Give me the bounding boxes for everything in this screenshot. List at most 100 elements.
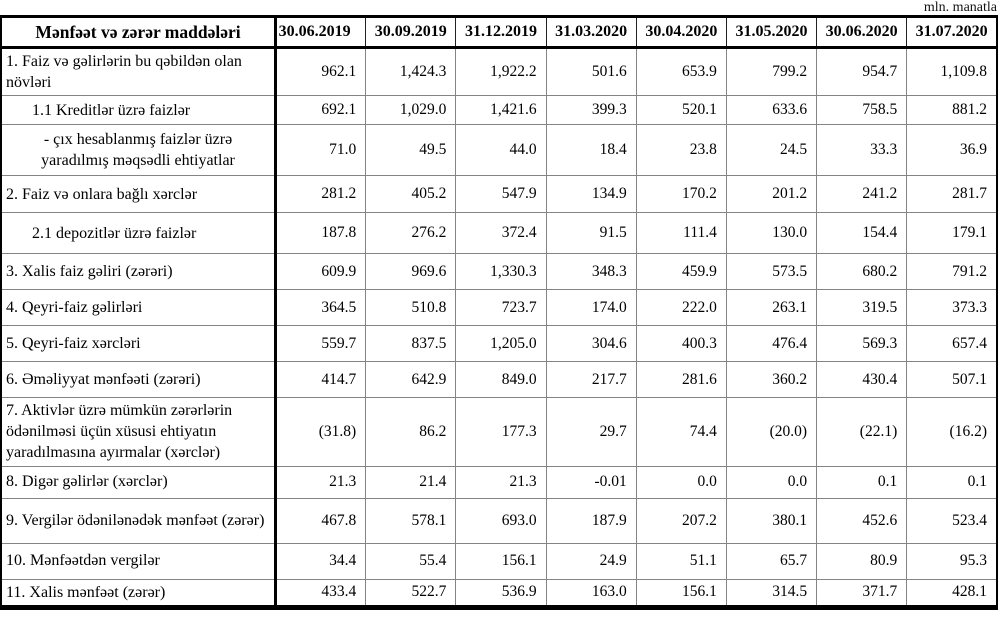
value-cell: -0.01 (545, 465, 637, 499)
value-cell: 547.9 (455, 175, 547, 214)
date-column-header: 30.06.2019 (275, 15, 367, 49)
date-label: 31.12.2019 (464, 23, 537, 40)
value-cell: 281.2 (275, 175, 367, 214)
value-cell: 33.3 (816, 124, 908, 177)
value-cell: 156.1 (635, 578, 727, 608)
value-cell: 520.1 (635, 95, 727, 126)
value-cell: 44.0 (455, 124, 547, 177)
value-cell: 111.4 (635, 212, 727, 255)
value-cell: 559.7 (275, 325, 367, 363)
value-cell: 86.2 (365, 397, 457, 467)
value-cell: 174.0 (545, 289, 637, 327)
row-label: 4. Qeyri-faiz gəlirləri (0, 289, 278, 327)
value-cell: 179.1 (906, 212, 999, 255)
value-cell: 723.7 (455, 289, 547, 327)
table-row: 10. Mənfəətdən vergilər 34.4 55.4 156.1 24.9… (0, 542, 999, 580)
value-cell: 0.0 (725, 465, 818, 499)
row-label: - çıx hesablanmış faizlər üzrə yaradılmı… (0, 124, 278, 177)
value-cell: (31.8) (275, 397, 367, 467)
table-row: 2. Faiz və onlara bağlı xərclər 281.2 405.… (0, 175, 999, 214)
value-cell: 1,424.3 (365, 46, 457, 97)
value-cell: 51.1 (635, 542, 727, 580)
value-cell: 414.7 (275, 361, 367, 399)
value-cell: 36.9 (906, 124, 999, 177)
value-cell: 680.2 (816, 253, 908, 291)
date-label: 31.05.2020 (735, 23, 808, 40)
table-row: 1. Faiz və gəlirlərin bu qəbildən olan n… (0, 46, 999, 97)
value-cell: 74.4 (635, 397, 727, 467)
value-cell: 372.4 (455, 212, 547, 255)
value-cell: 692.1 (275, 95, 367, 126)
value-cell: 523.4 (906, 497, 999, 544)
value-cell: 476.4 (725, 325, 818, 363)
value-cell: 405.2 (365, 175, 457, 214)
value-cell: 24.5 (725, 124, 818, 177)
value-cell: 241.2 (816, 175, 908, 214)
value-cell: 969.6 (365, 253, 457, 291)
value-cell: 507.1 (906, 361, 999, 399)
value-cell: 578.1 (365, 497, 457, 544)
value-cell: 428.1 (906, 578, 999, 608)
value-cell: 314.5 (725, 578, 818, 608)
value-cell: 364.5 (275, 289, 367, 327)
value-cell: 29.7 (545, 397, 637, 467)
value-cell: (22.1) (816, 397, 908, 467)
value-cell: 954.7 (816, 46, 908, 97)
value-cell: 91.5 (545, 212, 637, 255)
date-label: 30.06.2020 (825, 23, 898, 40)
value-cell: 222.0 (635, 289, 727, 327)
value-cell: 177.3 (455, 397, 547, 467)
table-row: 9. Vergilər ödənilənədək mənfəət (zərər)… (0, 497, 999, 544)
value-cell: 80.9 (816, 542, 908, 580)
date-column-header: 31.03.2020 (545, 15, 637, 49)
value-cell: 134.9 (545, 175, 637, 214)
value-cell: 21.3 (275, 465, 367, 499)
value-cell: 263.1 (725, 289, 818, 327)
value-cell: 799.2 (725, 46, 818, 97)
row-label: 1. Faiz və gəlirlərin bu qəbildən olan n… (0, 46, 278, 97)
value-cell: 373.3 (906, 289, 999, 327)
value-cell: 281.7 (906, 175, 999, 214)
value-cell: 281.6 (635, 361, 727, 399)
row-label: 6. Əməliyyat mənfəəti (zərəri) (0, 361, 278, 399)
profit-loss-table: Mənfəət və zərər maddələri 30.06.2019 30.0… (0, 15, 999, 610)
value-cell: 962.1 (275, 46, 367, 97)
value-cell: 348.3 (545, 253, 637, 291)
value-cell: (16.2) (906, 397, 999, 467)
value-cell: 657.4 (906, 325, 999, 363)
value-cell: 380.1 (725, 497, 818, 544)
date-column-header: 30.09.2019 (365, 15, 457, 49)
value-cell: 187.9 (545, 497, 637, 544)
value-cell: 1,109.8 (906, 46, 999, 97)
date-label: 30.04.2020 (645, 23, 718, 40)
row-label: 11. Xalis mənfəət (zərər) (0, 578, 278, 608)
date-column-header: 31.05.2020 (725, 15, 818, 49)
value-cell: 34.4 (275, 542, 367, 580)
value-cell: 399.3 (545, 95, 637, 126)
date-column-header: 31.07.2020 (906, 15, 999, 49)
table-row: 11. Xalis mənfəət (zərər) 433.4 522.7 536.9… (0, 578, 999, 608)
value-cell: 693.0 (455, 497, 547, 544)
value-cell: 522.7 (365, 578, 457, 608)
value-cell: 569.3 (816, 325, 908, 363)
value-cell: 154.4 (816, 212, 908, 255)
row-label: 10. Mənfəətdən vergilər (0, 542, 278, 580)
unit-label: mln. manatla (923, 0, 997, 15)
value-cell: 452.6 (816, 497, 908, 544)
value-cell: 207.2 (635, 497, 727, 544)
value-cell: 609.9 (275, 253, 367, 291)
value-cell: 319.5 (816, 289, 908, 327)
value-cell: 18.4 (545, 124, 637, 177)
value-cell: 837.5 (365, 325, 457, 363)
table-row: 3. Xalis faiz gəliri (zərəri) 609.9 969.6 1… (0, 253, 999, 291)
value-cell: 791.2 (906, 253, 999, 291)
value-cell: 881.2 (906, 95, 999, 126)
table-row: - çıx hesablanmış faizlər üzrə yaradılmı… (0, 124, 999, 177)
value-cell: 633.6 (725, 95, 818, 126)
value-cell: 536.9 (455, 578, 547, 608)
date-label: 31.03.2020 (555, 23, 628, 40)
date-column-header: 30.06.2020 (816, 15, 908, 49)
value-cell: 371.7 (816, 578, 908, 608)
row-label: 9. Vergilər ödənilənədək mənfəət (zərər) (0, 497, 278, 544)
